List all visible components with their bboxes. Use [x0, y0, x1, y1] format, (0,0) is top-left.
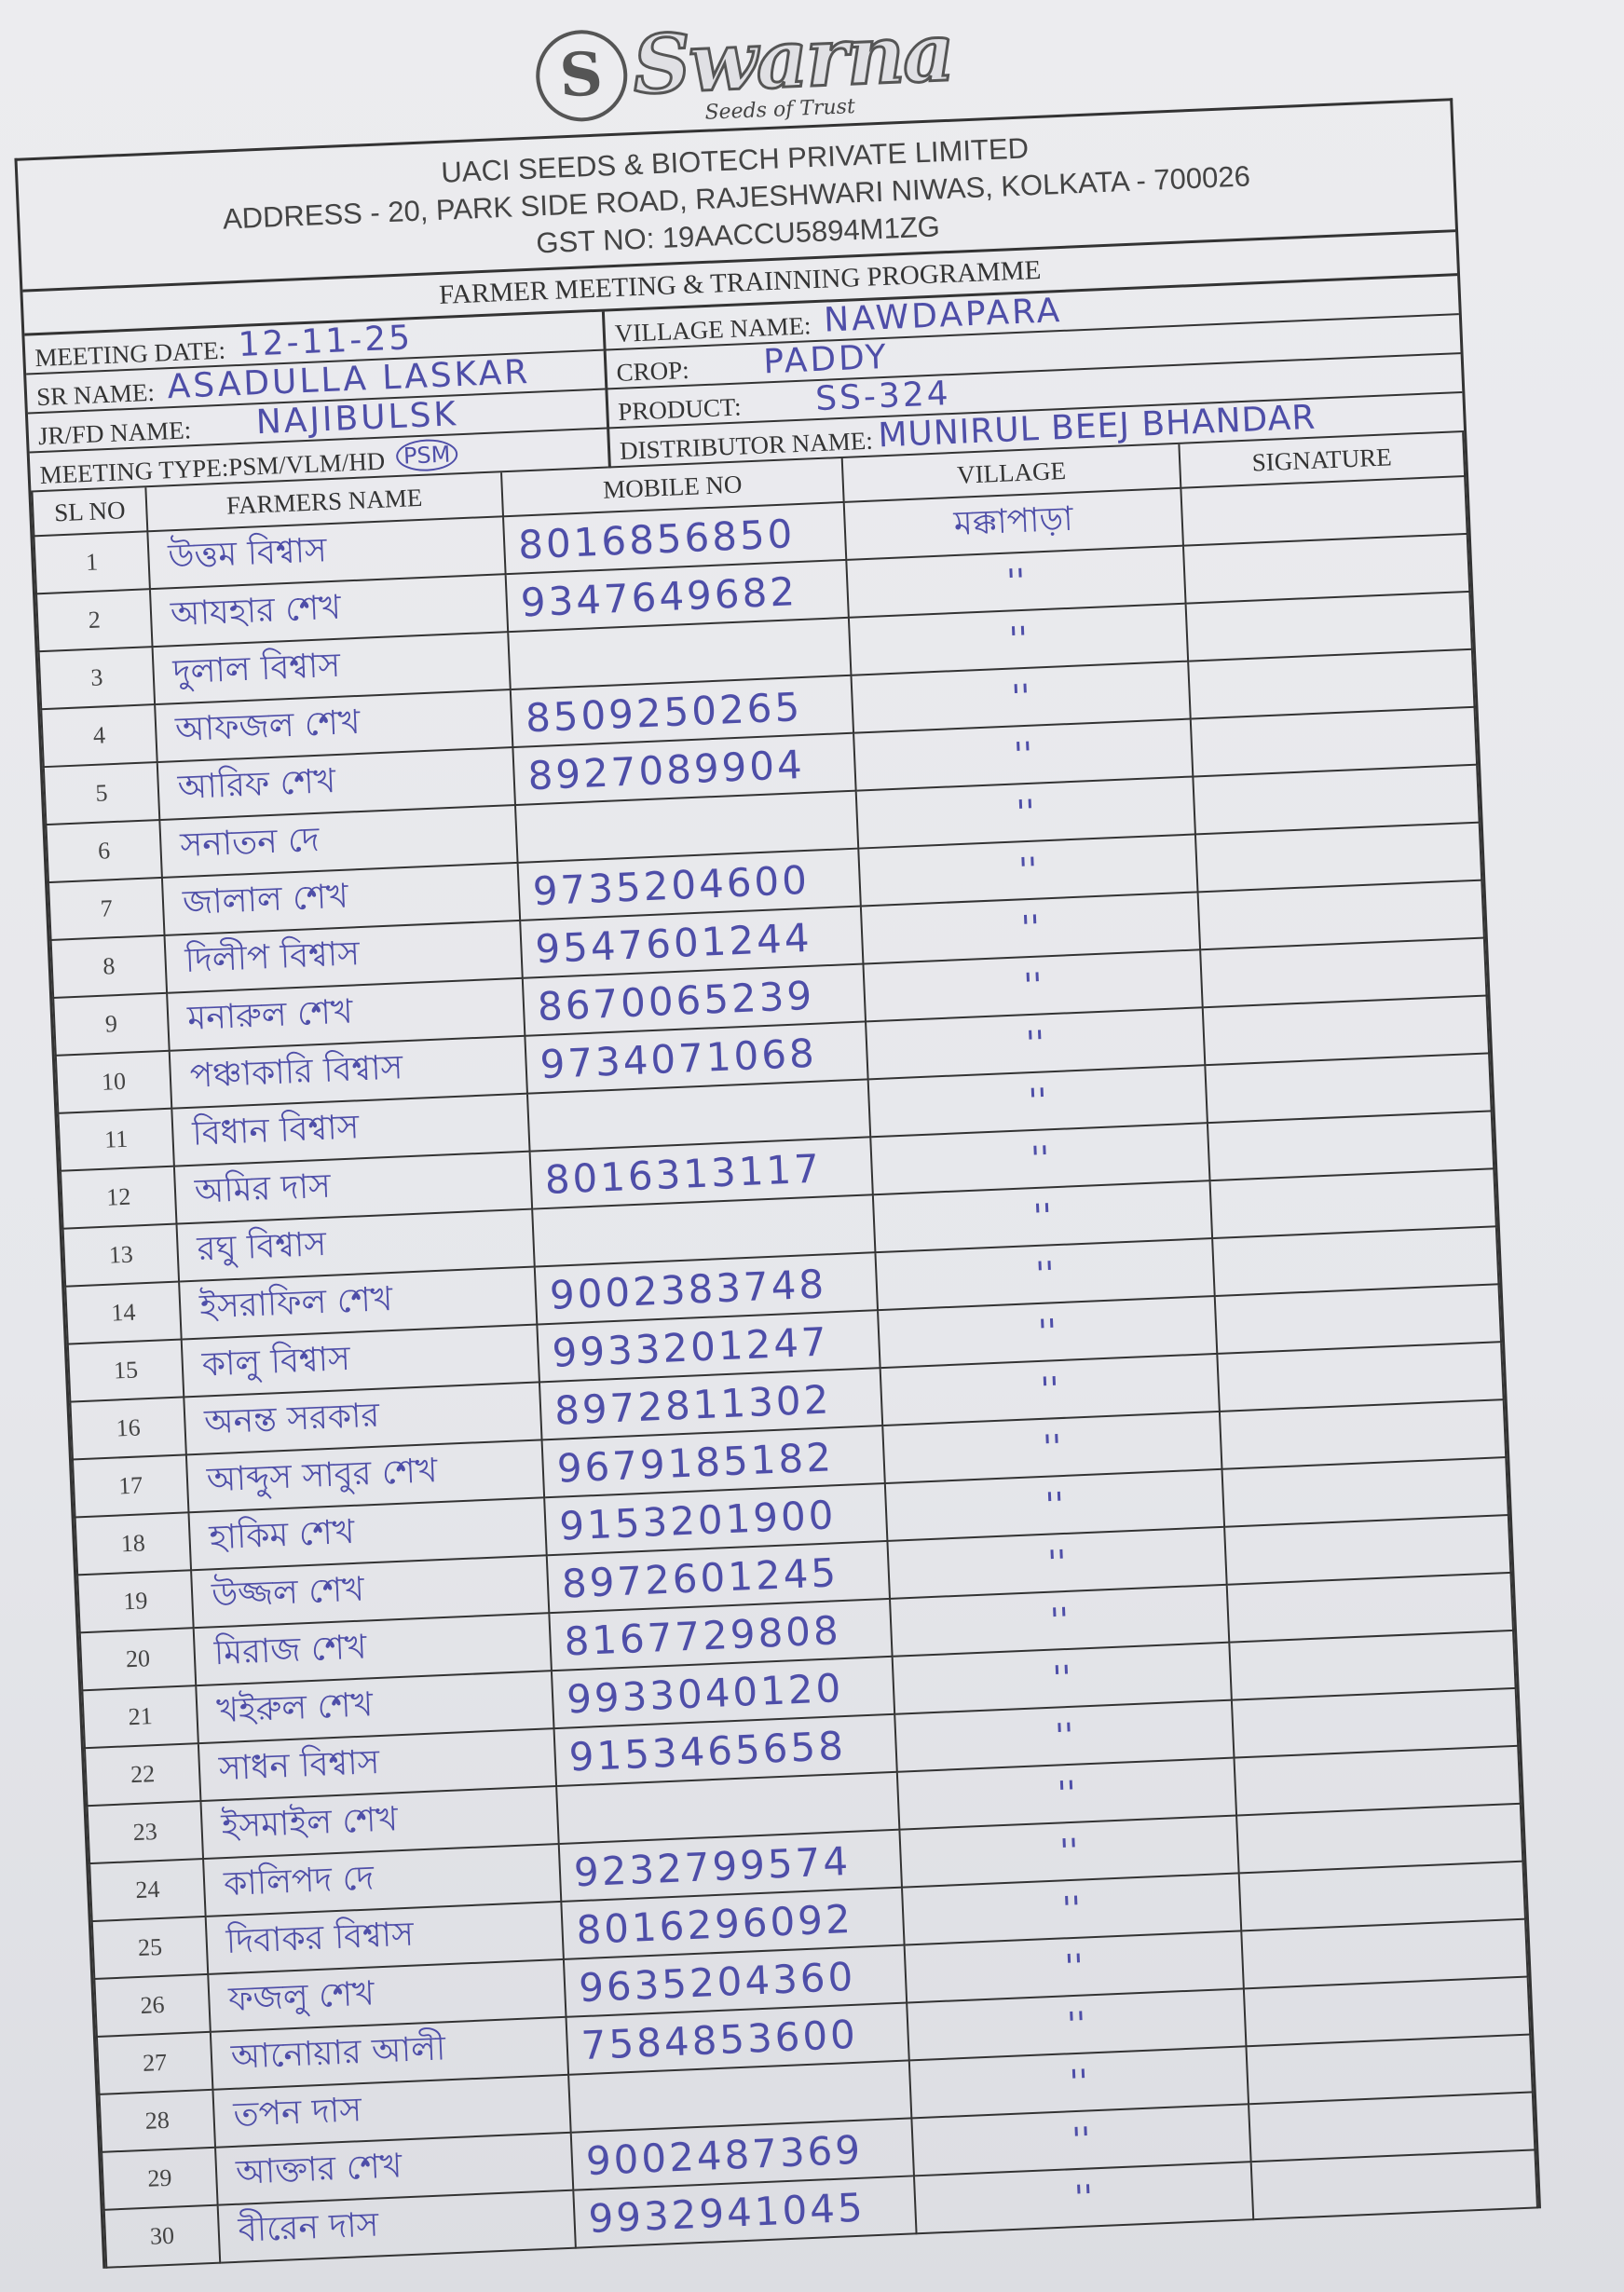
meeting-date-value: 12-11-25 — [237, 319, 414, 364]
crop-label: CROP: — [616, 355, 690, 388]
sl-no-cell: 25 — [91, 1916, 209, 1980]
sl-no-cell: 29 — [102, 2147, 218, 2210]
sl-no-cell: 24 — [89, 1859, 206, 1922]
logo-s-icon: S — [533, 28, 629, 124]
form-box: UACI SEEDS & BIOTECH PRIVATE LIMITED ADD… — [14, 98, 1542, 2269]
logo-tagline: Seeds of Trust — [704, 95, 856, 125]
product-label: PRODUCT: — [617, 392, 743, 426]
sl-no-cell: 9 — [53, 992, 170, 1056]
jr-fd-name-value: NAJIBULSK — [254, 395, 459, 443]
jr-fd-name-label: JR/FD NAME: — [37, 416, 192, 451]
sl-no-cell: 3 — [38, 647, 156, 710]
logo-brand: Swarna — [630, 4, 956, 114]
sl-no-cell: 20 — [79, 1628, 197, 1691]
sl-no-cell: 19 — [77, 1570, 194, 1633]
sl-no-cell: 21 — [82, 1685, 198, 1749]
sl-no-cell: 22 — [84, 1743, 201, 1807]
sl-no-cell: 7 — [48, 877, 165, 940]
sl-no-cell: 4 — [41, 704, 157, 768]
sl-no-cell: 6 — [46, 819, 162, 883]
sl-no-cell: 1 — [34, 531, 150, 594]
product-value: SS-324 — [814, 375, 952, 419]
sl-no-cell: 8 — [50, 935, 168, 998]
farmer-meeting-form: S Swarna Seeds of Trust UACI SEEDS & BIO… — [9, 0, 1542, 2269]
sl-no-cell: 5 — [43, 762, 160, 825]
sr-name-label: SR NAME: — [35, 377, 156, 412]
sl-no-cell: 15 — [67, 1339, 184, 1402]
sl-no-cell: 23 — [87, 1801, 204, 1864]
sl-no-cell: 27 — [96, 2031, 213, 2094]
sl-no-cell: 18 — [75, 1512, 192, 1576]
sl-no-cell: 30 — [103, 2204, 221, 2268]
sl-no-cell: 16 — [70, 1397, 186, 1460]
sl-no-cell: 26 — [94, 1973, 211, 2037]
sl-no-cell: 13 — [62, 1223, 180, 1287]
sl-no-cell: 10 — [55, 1050, 172, 1113]
sl-no-cell: 11 — [58, 1108, 174, 1171]
sl-no-cell: 28 — [99, 2089, 216, 2152]
sl-no-cell: 2 — [36, 589, 153, 652]
sl-no-cell: 12 — [61, 1166, 177, 1229]
crop-value: PADDY — [762, 337, 890, 382]
header-sl-no: SL NO — [32, 487, 148, 537]
signature-cell — [1250, 2149, 1537, 2220]
swarna-logo: S Swarna Seeds of Trust — [514, 0, 956, 137]
sl-no-cell: 14 — [65, 1281, 182, 1344]
farmers-table: SL NO FARMERS NAME MOBILE NO VILLAGE SIG… — [31, 432, 1538, 2269]
meeting-type-selected-circle: PSM — [395, 438, 459, 473]
sl-no-cell: 17 — [72, 1454, 189, 1518]
